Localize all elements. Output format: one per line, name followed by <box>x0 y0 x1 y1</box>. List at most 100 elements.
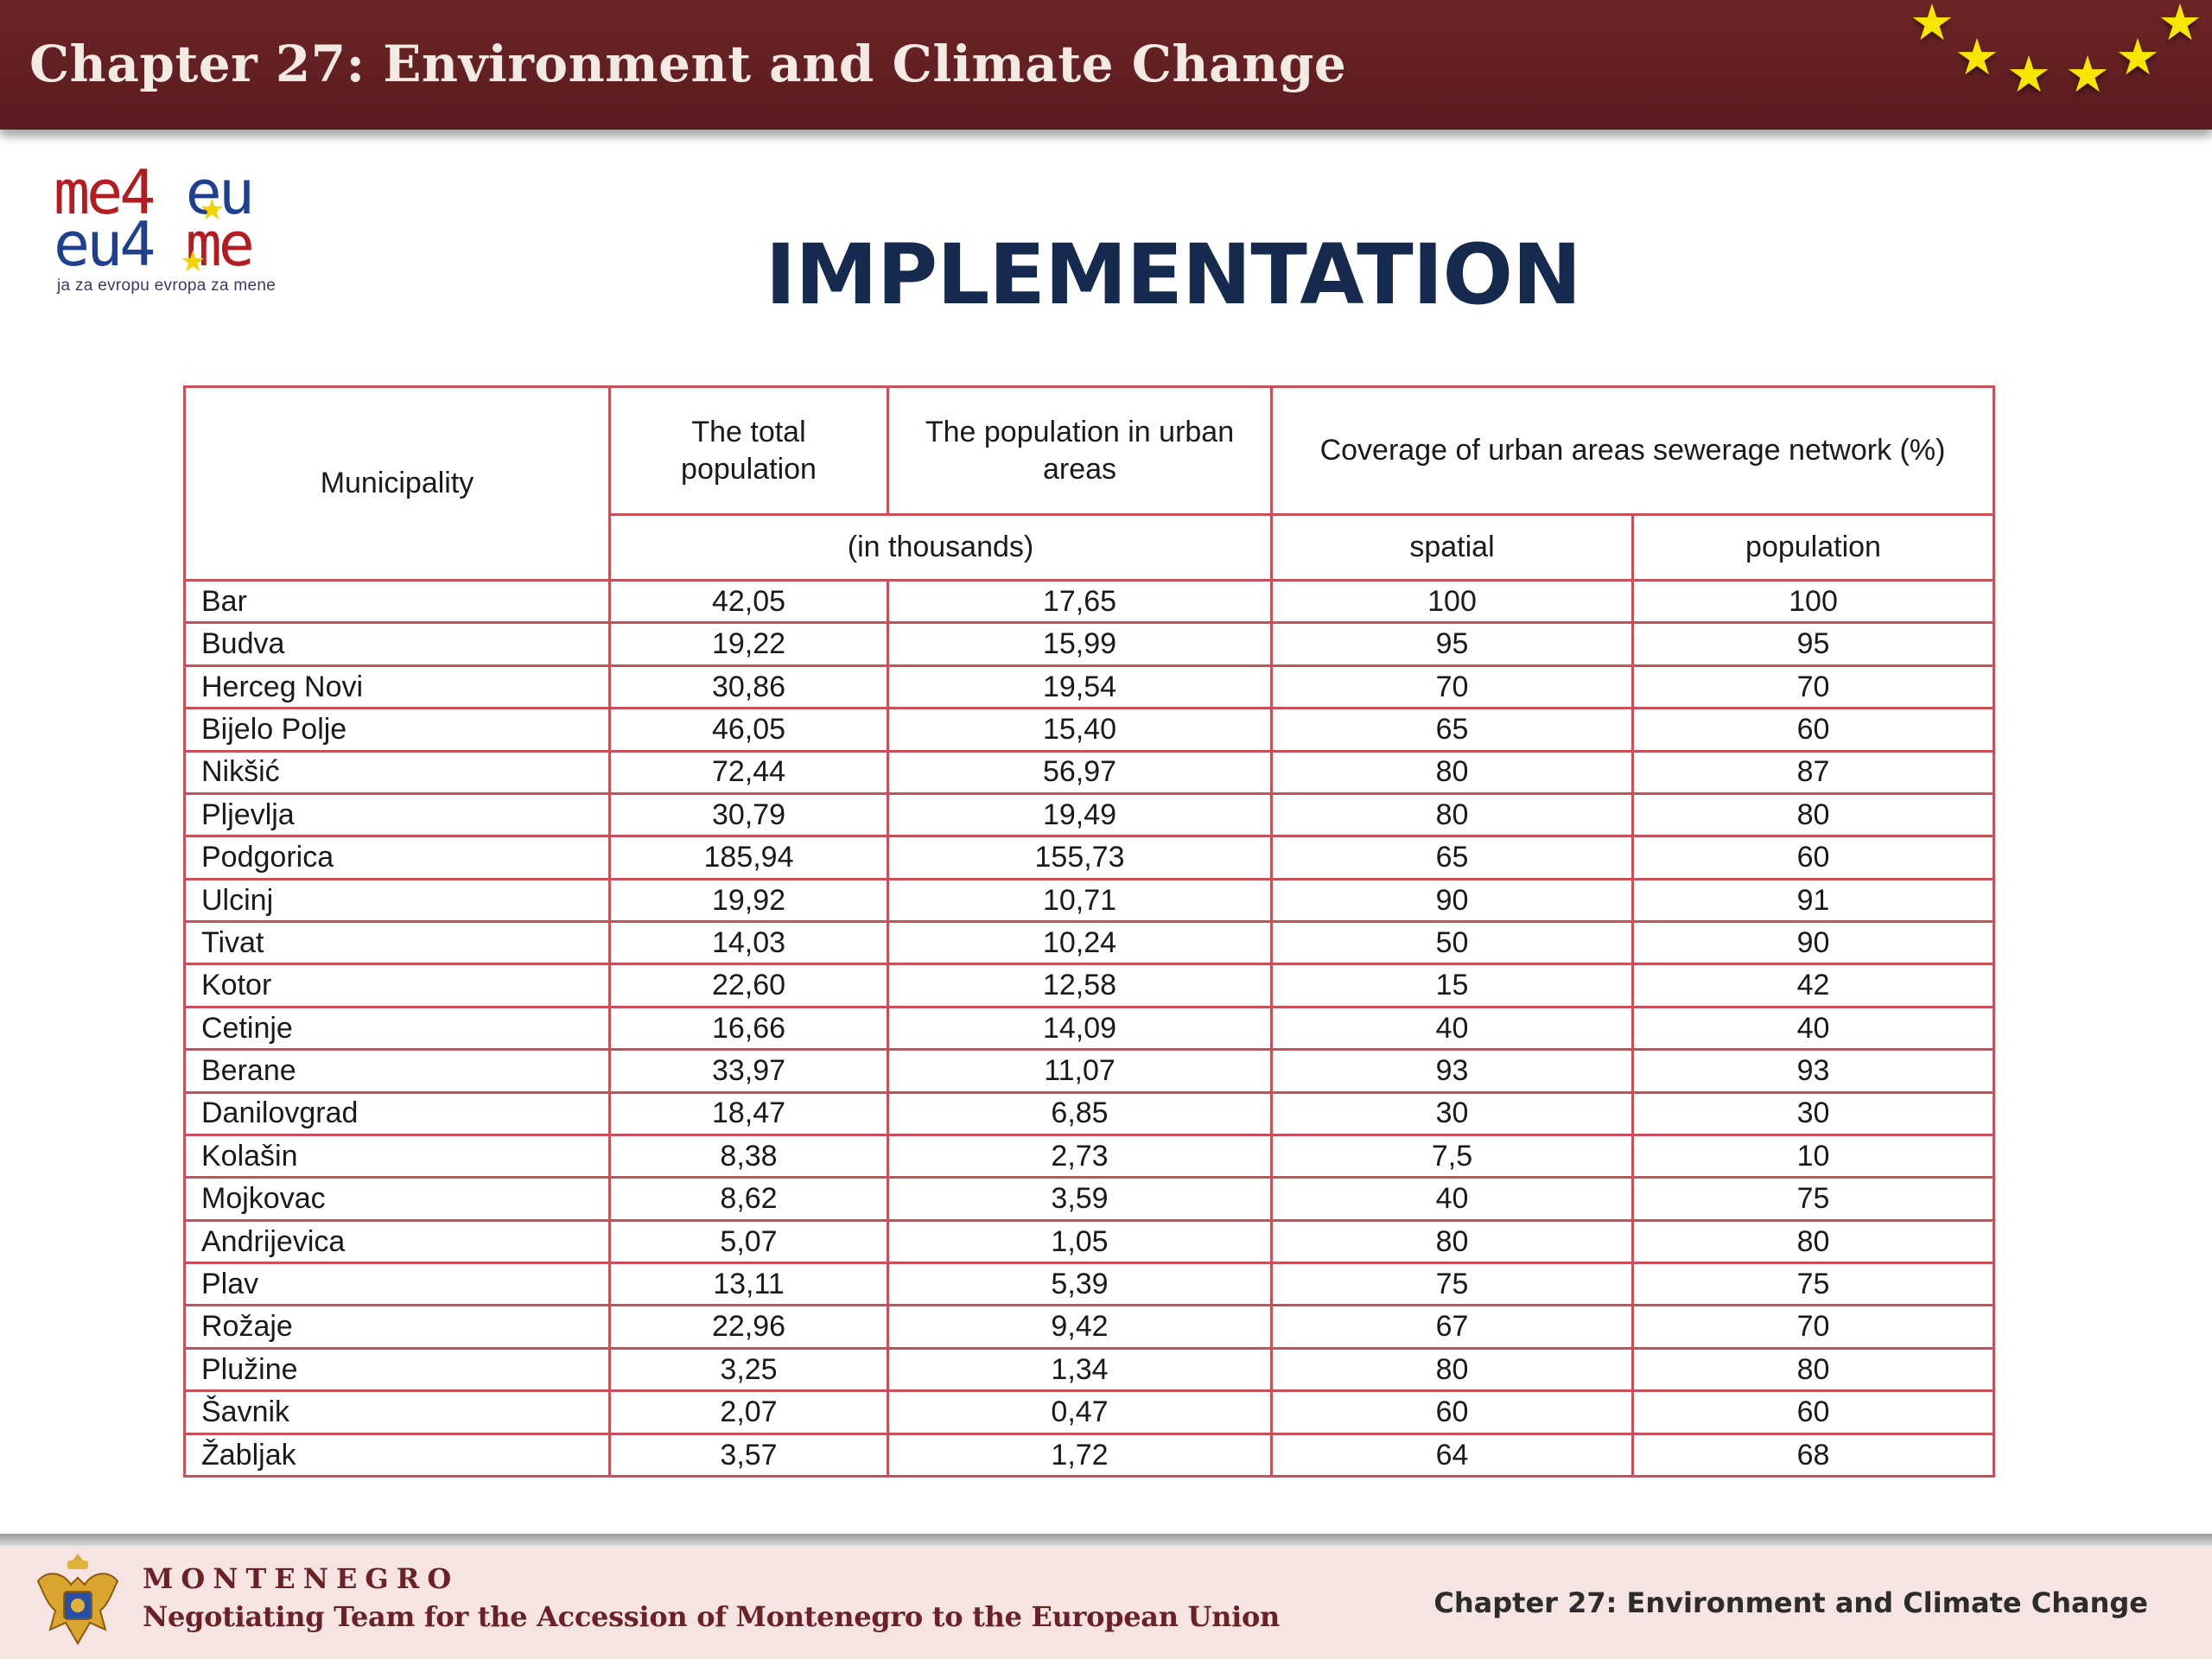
cell-urban: 1,72 <box>887 1432 1273 1478</box>
cell-population: 60 <box>1631 835 1995 880</box>
cell-spatial: 80 <box>1270 1218 1634 1265</box>
table-row: Bijelo Polje 46,05 15,40 65 60 <box>183 707 1995 753</box>
cell-municipality: Tivat <box>183 919 611 966</box>
cell-total: 22,96 <box>608 1304 889 1350</box>
cell-population: 70 <box>1631 1304 1995 1350</box>
cell-population: 10 <box>1631 1133 1995 1179</box>
table-row: Pljevlja 30,79 19,49 80 80 <box>183 791 1995 838</box>
montenegro-coat-of-arms-icon <box>36 1554 119 1645</box>
cell-spatial: 65 <box>1270 835 1634 880</box>
table-row: Bar 42,05 17,65 100 100 <box>183 578 1995 625</box>
cell-municipality: Pljevlja <box>183 791 611 838</box>
cell-municipality: Berane <box>183 1048 611 1094</box>
cell-municipality: Bar <box>183 578 611 625</box>
cell-population: 60 <box>1631 707 1995 753</box>
header-title: Chapter 27: Environment and Climate Chan… <box>29 35 1347 93</box>
logo-tagline: ja za evropu evropa za mene <box>57 276 276 295</box>
cell-total: 185,94 <box>608 835 889 880</box>
footer-divider <box>0 1534 2212 1546</box>
cell-municipality: Šavnik <box>183 1389 611 1435</box>
cell-spatial: 95 <box>1270 621 1634 667</box>
cell-spatial: 30 <box>1270 1090 1634 1136</box>
me4eu-logo: me4 eu eu4 me ★ ★ ja za evropu evropa za… <box>54 162 330 301</box>
cell-urban: 2,73 <box>887 1133 1273 1179</box>
sewerage-coverage-table: Municipality The total population The po… <box>183 385 1995 1478</box>
table-row: Herceg Novi 30,86 19,54 70 70 <box>183 664 1995 710</box>
cell-population: 75 <box>1631 1261 1995 1307</box>
cell-urban: 11,07 <box>887 1048 1273 1094</box>
table-row: Cetinje 16,66 14,09 40 40 <box>183 1005 1995 1052</box>
cell-urban: 1,05 <box>887 1218 1273 1265</box>
cell-municipality: Podgorica <box>183 835 611 880</box>
cell-population: 70 <box>1631 664 1995 710</box>
footer-chapter: Chapter 27: Environment and Climate Chan… <box>1433 1586 2148 1619</box>
cell-total: 8,38 <box>608 1133 889 1179</box>
cell-urban: 15,40 <box>887 707 1273 753</box>
cell-total: 33,97 <box>608 1048 889 1094</box>
header-municipality: Municipality <box>183 385 611 582</box>
cell-urban: 10,71 <box>887 877 1273 924</box>
logo-text-eu: eu <box>185 157 255 228</box>
cell-total: 72,44 <box>608 749 889 795</box>
cell-spatial: 40 <box>1270 1005 1634 1052</box>
table-row: Budva 19,22 15,99 95 95 <box>183 621 1995 667</box>
cell-spatial: 93 <box>1270 1048 1634 1094</box>
table-row: Kolašin 8,38 2,73 7,5 10 <box>183 1133 1995 1179</box>
cell-population: 93 <box>1631 1048 1995 1094</box>
logo-star-icon: ★ <box>199 194 226 226</box>
cell-population: 95 <box>1631 621 1995 667</box>
cell-municipality: Kotor <box>183 963 611 1008</box>
cell-municipality: Kolašin <box>183 1133 611 1179</box>
cell-spatial: 50 <box>1270 919 1634 966</box>
logo-text-eu4: eu4 <box>54 209 156 280</box>
cell-urban: 19,49 <box>887 791 1273 838</box>
cell-total: 18,47 <box>608 1090 889 1136</box>
table-row: Danilovgrad 18,47 6,85 30 30 <box>183 1090 1995 1136</box>
cell-population: 100 <box>1631 578 1995 625</box>
cell-total: 22,60 <box>608 963 889 1008</box>
table-row: Plav 13,11 5,39 75 75 <box>183 1261 1995 1307</box>
header-units: (in thousands) <box>608 513 1273 582</box>
cell-urban: 19,54 <box>887 664 1273 710</box>
cell-total: 2,07 <box>608 1389 889 1435</box>
cell-population: 68 <box>1631 1432 1995 1478</box>
table-row: Mojkovac 8,62 3,59 40 75 <box>183 1176 1995 1222</box>
cell-total: 16,66 <box>608 1005 889 1052</box>
cell-population: 42 <box>1631 963 1995 1008</box>
table-row: Žabljak 3,57 1,72 64 68 <box>183 1432 1995 1478</box>
header-bar: Chapter 27: Environment and Climate Chan… <box>0 0 2212 130</box>
cell-urban: 12,58 <box>887 963 1273 1008</box>
cell-spatial: 60 <box>1270 1389 1634 1435</box>
cell-total: 5,07 <box>608 1218 889 1265</box>
cell-municipality: Plav <box>183 1261 611 1307</box>
cell-municipality: Cetinje <box>183 1005 611 1052</box>
table-row: Tivat 14,03 10,24 50 90 <box>183 919 1995 966</box>
page-title: IMPLEMENTATION <box>765 226 1582 323</box>
cell-municipality: Nikšić <box>183 749 611 795</box>
header-urban-population: The population in urban areas <box>887 385 1273 516</box>
cell-municipality: Andrijevica <box>183 1218 611 1265</box>
cell-urban: 5,39 <box>887 1261 1273 1307</box>
cell-population: 60 <box>1631 1389 1995 1435</box>
cell-population: 75 <box>1631 1176 1995 1222</box>
table-row: Andrijevica 5,07 1,05 80 80 <box>183 1218 1995 1265</box>
cell-municipality: Rožaje <box>183 1304 611 1350</box>
cell-population: 90 <box>1631 919 1995 966</box>
cell-urban: 9,42 <box>887 1304 1273 1350</box>
cell-urban: 17,65 <box>887 578 1273 625</box>
table-row: Rožaje 22,96 9,42 67 70 <box>183 1304 1995 1350</box>
table-row: Kotor 22,60 12,58 15 42 <box>183 963 1995 1008</box>
cell-municipality: Herceg Novi <box>183 664 611 710</box>
cell-municipality: Mojkovac <box>183 1176 611 1222</box>
table-row: Ulcinj 19,92 10,71 90 91 <box>183 877 1995 924</box>
cell-total: 13,11 <box>608 1261 889 1307</box>
logo-text-me4: me4 <box>54 157 156 228</box>
cell-total: 42,05 <box>608 578 889 625</box>
footer-country: MONTENEGRO <box>143 1562 460 1595</box>
header-spatial: spatial <box>1270 513 1634 582</box>
cell-spatial: 40 <box>1270 1176 1634 1222</box>
cell-spatial: 70 <box>1270 664 1634 710</box>
cell-spatial: 80 <box>1270 791 1634 838</box>
cell-total: 14,03 <box>608 919 889 966</box>
cell-total: 46,05 <box>608 707 889 753</box>
